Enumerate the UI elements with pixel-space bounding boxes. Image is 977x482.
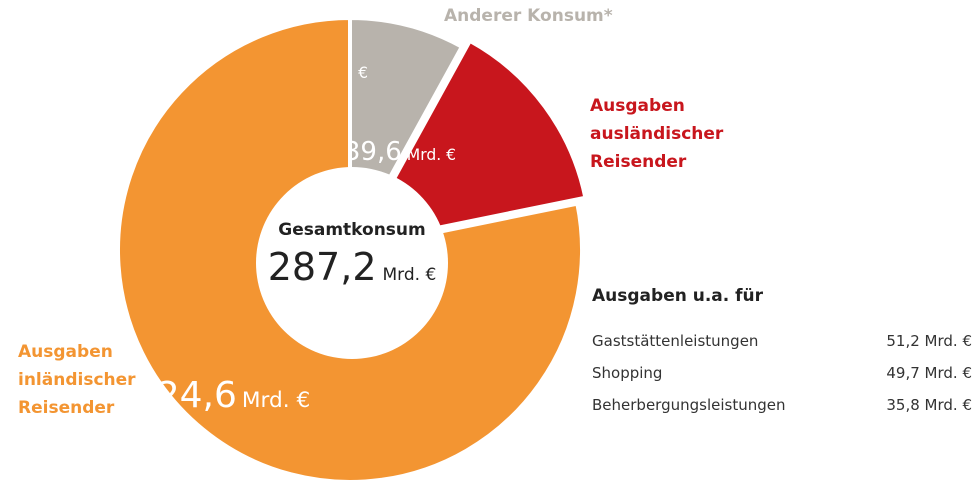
side-row: Gaststättenleistungen 51,2 Mrd. € [592, 332, 972, 350]
side-row: Shopping 49,7 Mrd. € [592, 364, 972, 382]
value-label: 39,6 Mrd. € [344, 137, 456, 167]
center-value: 287,2 Mrd. € [268, 245, 437, 289]
side-text: Gaststättenleistungen [592, 332, 759, 350]
side-text: Beherbergungsleistungen [592, 396, 786, 414]
side-title: Ausgaben u.a. für [592, 286, 764, 306]
value-label: 224,6 Mrd. € [134, 375, 310, 416]
value-unit: Mrd. € [407, 146, 456, 164]
side-text: 35,8 Mrd. € [886, 396, 972, 414]
category-label: Anderer Konsum* [444, 6, 613, 26]
side-text: 49,7 Mrd. € [886, 364, 972, 382]
value-number: 224,6 [134, 375, 237, 416]
side-text: Shopping [592, 364, 663, 382]
value-number: 39,6 [344, 137, 402, 167]
category-label: Ausgaben inländischer Reisender [18, 342, 136, 418]
center-title: Gesamtkonsum [278, 220, 425, 240]
side-row: Beherbergungsleistungen 35,8 Mrd. € [592, 396, 972, 414]
category-label: Ausgaben ausländischer Reisender [590, 96, 724, 172]
side-text: 51,2 Mrd. € [886, 332, 972, 350]
center-unit: Mrd. € [383, 265, 437, 285]
value-unit: Mrd. € [242, 388, 310, 413]
center-circle [256, 167, 448, 359]
center-number: 287,2 [268, 245, 377, 289]
